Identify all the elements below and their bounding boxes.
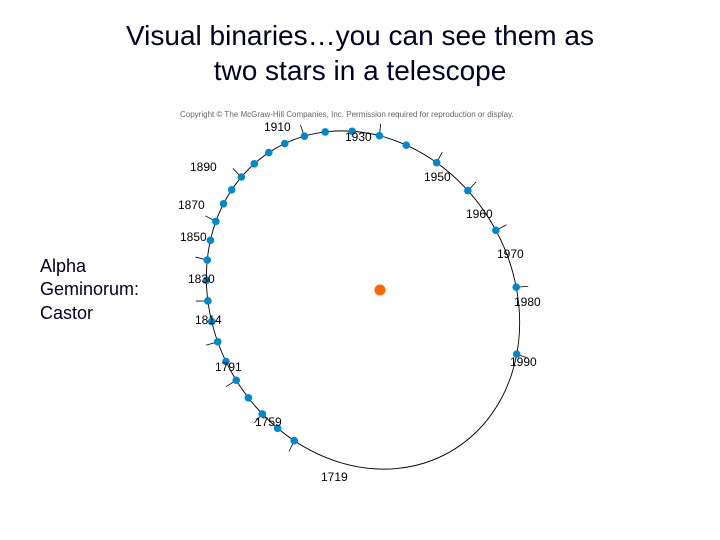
year-label: 1830 xyxy=(188,272,215,286)
year-label: 1980 xyxy=(514,295,541,309)
year-label: 1970 xyxy=(497,247,524,261)
orbit-point xyxy=(232,376,240,384)
orbit-point xyxy=(321,128,329,136)
orbit-point xyxy=(402,141,410,149)
year-label: 1910 xyxy=(264,120,291,134)
orbit-point xyxy=(376,132,384,140)
year-label: 1814 xyxy=(195,313,222,327)
year-label: 1950 xyxy=(424,170,451,184)
orbit-point xyxy=(245,394,253,402)
year-label: 1930 xyxy=(345,130,372,144)
year-label: 1791 xyxy=(215,360,242,374)
orbit-point xyxy=(220,200,228,208)
orbit-point xyxy=(238,173,246,181)
orbit-point xyxy=(207,237,215,245)
orbit-point xyxy=(512,283,520,291)
orbit-point xyxy=(250,160,258,168)
primary-star-icon xyxy=(375,285,386,296)
year-label: 1960 xyxy=(466,207,493,221)
year-label: 1850 xyxy=(180,230,207,244)
orbit-point xyxy=(464,187,472,195)
orbit-point xyxy=(203,256,211,264)
slide: Visual binaries…you can see them as two … xyxy=(0,0,720,540)
year-label: 1719 xyxy=(321,470,348,484)
year-label: 1759 xyxy=(255,415,282,429)
year-label: 1870 xyxy=(178,198,205,212)
orbit-point xyxy=(214,338,222,346)
orbit-diagram xyxy=(0,0,720,540)
orbit-point xyxy=(265,149,273,157)
orbit-point xyxy=(433,159,441,167)
year-label: 1990 xyxy=(510,355,537,369)
orbit-point xyxy=(301,132,309,140)
orbit-point xyxy=(212,218,220,226)
orbit-point xyxy=(204,297,212,305)
orbit-point xyxy=(228,186,236,194)
orbit-point xyxy=(290,437,298,445)
orbit-point xyxy=(492,227,500,235)
year-label: 1890 xyxy=(190,160,217,174)
orbit-point xyxy=(281,140,289,148)
